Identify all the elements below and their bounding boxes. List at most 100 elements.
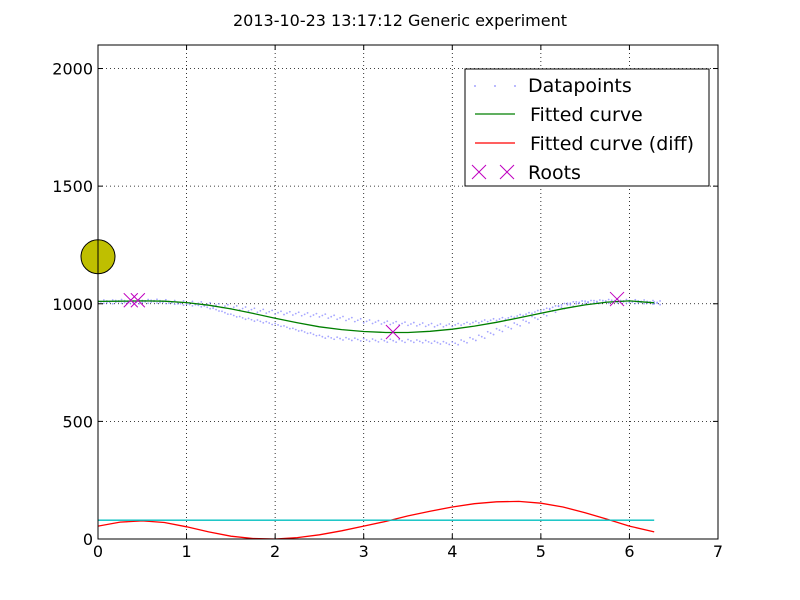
x-tick-label: 3 <box>359 542 369 561</box>
datapoint <box>525 320 527 323</box>
datapoint <box>637 301 640 304</box>
datapoint <box>510 315 513 318</box>
datapoint <box>377 319 380 322</box>
datapoint <box>448 343 451 346</box>
datapoint <box>590 299 592 302</box>
datapoint <box>395 320 398 323</box>
datapoint <box>480 320 483 323</box>
datapoint <box>291 327 294 330</box>
datapoint <box>176 302 179 305</box>
datapoint <box>659 300 661 302</box>
datapoint <box>167 302 170 305</box>
datapoint <box>569 302 572 305</box>
datapoint <box>324 313 327 316</box>
datapoint <box>306 332 309 335</box>
datapoint <box>430 342 433 345</box>
datapoint <box>191 304 194 307</box>
datapoint <box>324 337 327 340</box>
datapoint <box>474 320 477 323</box>
datapoint <box>300 314 303 317</box>
datapoint <box>513 316 516 319</box>
datapoint <box>439 323 442 325</box>
datapoint <box>123 301 126 304</box>
datapoint <box>528 311 530 314</box>
datapoint <box>401 340 403 342</box>
datapoint <box>280 325 282 328</box>
datapoint <box>339 316 341 319</box>
datapoint <box>173 303 176 306</box>
datapoint <box>445 342 448 344</box>
datapoint <box>566 303 569 306</box>
datapoint <box>300 329 303 332</box>
datapoint <box>147 302 150 305</box>
y-tick-label: 2000 <box>52 60 93 79</box>
datapoint <box>439 343 442 345</box>
datapoint <box>412 321 415 324</box>
datapoint <box>477 321 480 324</box>
datapoint <box>554 304 557 307</box>
datapoint <box>247 310 250 312</box>
datapoint <box>510 327 513 330</box>
datapoint <box>350 316 353 319</box>
datapoint <box>336 336 339 339</box>
datapoint <box>560 304 563 306</box>
datapoint <box>410 340 412 342</box>
datapoint <box>114 301 117 304</box>
datapoint <box>507 316 510 319</box>
datapoint <box>277 311 279 314</box>
datapoint <box>164 298 167 301</box>
datapoint <box>339 337 341 340</box>
datapoint <box>315 334 318 337</box>
datapoint <box>522 319 525 321</box>
datapoint <box>321 314 324 317</box>
datapoint <box>111 299 114 301</box>
datapoint <box>250 308 253 311</box>
datapoint <box>392 322 395 324</box>
datapoint <box>463 322 465 325</box>
datapoint <box>472 321 474 324</box>
datapoint <box>433 340 436 343</box>
datapoint <box>463 340 465 343</box>
datapoint <box>457 343 460 346</box>
datapoint <box>111 302 114 305</box>
datapoint <box>534 311 536 313</box>
datapoint <box>474 339 477 342</box>
datapoint <box>303 331 306 333</box>
datapoint <box>309 332 312 334</box>
datapoint <box>531 312 533 315</box>
datapoint <box>359 317 362 320</box>
datapoint <box>501 316 504 319</box>
datapoint <box>389 323 392 326</box>
datapoint <box>309 315 312 318</box>
datapoint <box>504 318 507 321</box>
datapoint <box>353 337 356 340</box>
datapoint <box>286 326 288 329</box>
datapoint <box>327 335 330 338</box>
datapoint <box>170 301 173 304</box>
datapoint <box>232 314 235 317</box>
legend-label-fitted-curve: Fitted curve <box>530 104 643 126</box>
datapoint <box>315 312 318 315</box>
datapoint <box>563 302 566 305</box>
datapoint <box>643 299 646 301</box>
root-marker <box>130 292 146 308</box>
datapoint <box>159 301 161 304</box>
datapoint <box>554 311 557 314</box>
datapoint <box>427 340 430 343</box>
datapoint <box>634 298 637 301</box>
datapoint <box>371 322 374 325</box>
datapoint <box>297 330 300 332</box>
datapoint <box>380 323 383 325</box>
datapoint <box>262 308 265 311</box>
datapoint <box>486 320 489 323</box>
datapoint <box>256 319 259 321</box>
datapoint <box>164 302 167 305</box>
datapoint <box>368 340 371 343</box>
datapoint <box>495 327 498 330</box>
legend-handle-datapoints <box>514 85 516 87</box>
datapoint <box>303 313 306 316</box>
datapoint <box>601 299 604 302</box>
datapoint <box>516 323 519 326</box>
datapoint <box>451 340 454 343</box>
